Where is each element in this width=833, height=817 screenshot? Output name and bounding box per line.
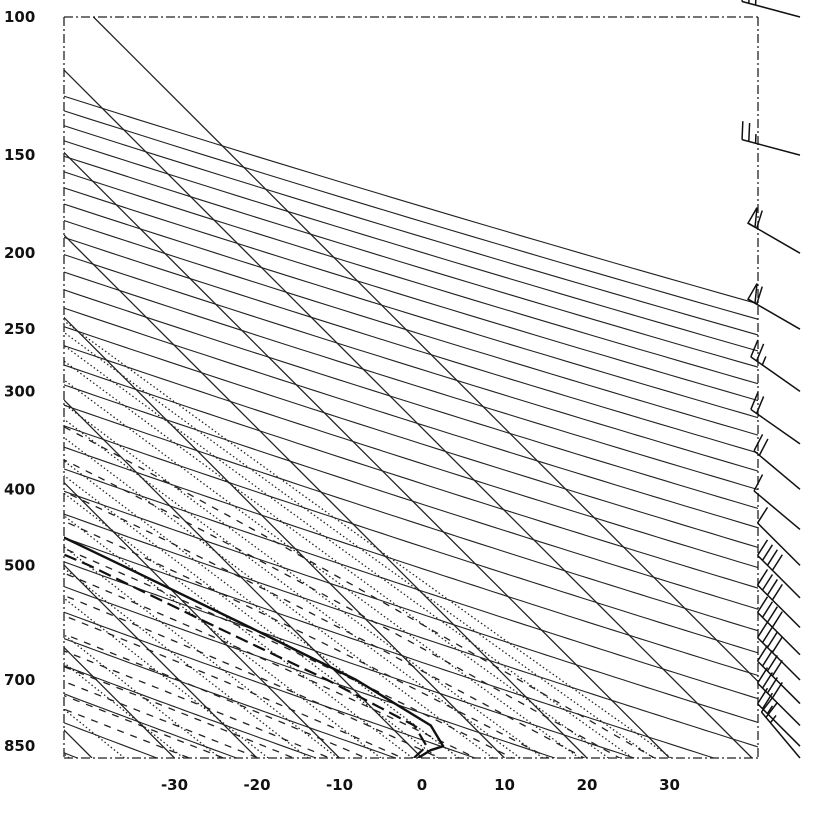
mixing-ratio-line	[0, 217, 268, 758]
wind-barb-pennant	[748, 208, 757, 228]
wind-barb-feather	[772, 584, 782, 600]
isotherm-line	[0, 17, 505, 758]
pressure-tick-label: 200	[4, 244, 35, 262]
mixing-ratio-line	[0, 217, 520, 758]
moist-adiabat-line	[0, 17, 577, 773]
isotherm-line	[94, 17, 833, 758]
pressure-tick-label: 150	[4, 146, 35, 164]
wind-barb-staff	[748, 223, 800, 253]
dry-adiabat-line	[0, 17, 714, 758]
mixing-ratio-line	[0, 217, 671, 758]
wind-barb-feather	[772, 612, 782, 628]
wind-barb-feather	[767, 677, 777, 693]
wind-barb-feather	[763, 602, 773, 618]
isotherm-line	[11, 17, 752, 758]
thermodynamic-grid	[0, 17, 833, 773]
wind-barb-feather	[763, 574, 773, 590]
wind-barb	[742, 0, 800, 17]
wind-barb-feather	[759, 439, 768, 455]
wind-barb-feather	[758, 597, 768, 613]
wind-barb-feather	[763, 651, 773, 667]
pressure-tick-label: 400	[4, 480, 35, 498]
wind-barb-feather	[758, 688, 768, 704]
wind-barb-staff	[742, 140, 800, 156]
mixing-ratio-line	[0, 217, 579, 758]
wind-barb-staff	[758, 612, 800, 654]
wind-barb-feather	[772, 637, 782, 653]
pressure-tick-label: 300	[4, 382, 35, 400]
wind-barb-feather	[751, 340, 758, 357]
wind-barb-feather	[757, 211, 763, 229]
wind-barb-feather	[749, 123, 750, 141]
pressure-tick-label: 700	[4, 671, 35, 689]
wind-barbs	[742, 0, 800, 758]
pressure-tick-label: 500	[4, 556, 35, 574]
wind-barb-feather	[767, 579, 777, 595]
wind-barb-staff	[758, 704, 800, 746]
wind-barb	[748, 284, 800, 330]
temperature-tick-label: 10	[494, 776, 515, 794]
wind-barb-feather	[772, 555, 782, 571]
mixing-ratio-line	[0, 217, 493, 758]
dry-adiabat-line	[0, 17, 396, 758]
wind-barb-staff	[748, 299, 800, 329]
wind-barb-staff	[754, 491, 800, 530]
wind-barb-feather	[763, 693, 773, 709]
mixing-ratio-line	[0, 217, 543, 758]
temperature-tick-label: -30	[161, 776, 188, 794]
wind-barb-feather	[758, 507, 768, 523]
temperature-tick-labels: -30 -20 -10 0 10 20 30	[161, 776, 680, 794]
dry-adiabat-line	[0, 17, 555, 758]
wind-barb-feather	[758, 668, 768, 684]
mixing-ratio-line	[0, 217, 308, 758]
wind-barb-feather	[767, 550, 777, 566]
wind-barb-feather	[772, 660, 782, 676]
wind-barb-feather	[758, 622, 768, 638]
pressure-tick-label: 250	[4, 320, 35, 338]
wind-barb-half-feather	[762, 356, 766, 365]
wind-barb	[748, 208, 800, 254]
wind-barb-feather	[763, 545, 773, 561]
temperature-tick-label: 30	[659, 776, 680, 794]
wind-barb-staff	[758, 683, 800, 725]
wind-barb-feather	[742, 121, 743, 139]
moist-adiabat-line	[0, 17, 296, 773]
wind-barb-feather	[772, 682, 782, 698]
wind-barb-feather	[767, 607, 777, 623]
temperature-tick-label: -10	[326, 776, 353, 794]
moist-adiabat-line	[0, 17, 262, 773]
wind-barb-feather	[758, 646, 768, 662]
temperature-tick-label: -20	[243, 776, 270, 794]
temperature-tick-label: 20	[577, 776, 598, 794]
mixing-ratio-line	[0, 217, 653, 758]
wind-barb-feather	[767, 632, 777, 648]
wind-barb	[751, 392, 800, 443]
wind-barb-feather	[749, 0, 750, 3]
wind-barb	[758, 507, 800, 565]
wind-barb-staff	[742, 1, 800, 17]
pressure-tick-labels: 100 150 200 250 300 400 500 700 850	[4, 8, 35, 755]
wind-barb-pennant	[748, 284, 757, 304]
wind-barb-feather	[763, 627, 773, 643]
wind-barb	[754, 434, 800, 489]
wind-barb-staff	[758, 661, 800, 703]
wind-barb-feather	[742, 0, 743, 1]
wind-barb-feather	[758, 540, 768, 556]
moist-adiabat-line	[0, 17, 436, 773]
wind-barb	[742, 121, 800, 155]
mixing-ratio-line	[0, 217, 381, 758]
temperature-tick-label: 0	[417, 776, 427, 794]
pressure-tick-label: 850	[4, 737, 35, 755]
pressure-tick-label: 100	[4, 8, 35, 26]
wind-barb-feather	[767, 655, 777, 671]
isotherm-line	[0, 17, 422, 758]
wind-barb-feather	[751, 392, 758, 409]
wind-barb-feather	[758, 570, 768, 586]
wind-barb-feather	[763, 672, 773, 688]
isotherm-line	[0, 17, 587, 758]
wind-barb-staff	[754, 451, 800, 490]
